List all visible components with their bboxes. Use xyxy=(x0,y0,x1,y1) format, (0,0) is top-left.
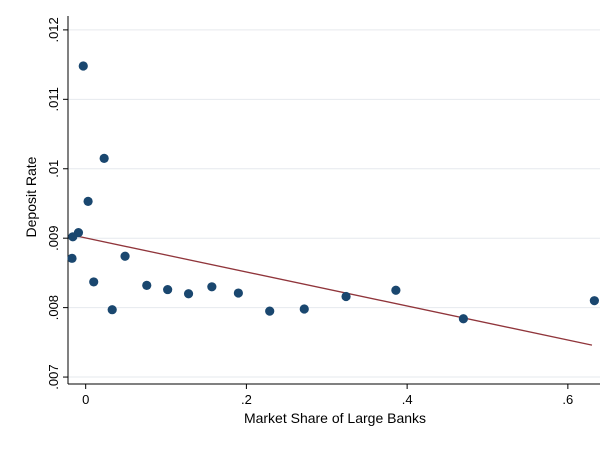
scatter-point xyxy=(78,61,88,71)
x-tick-label: .4 xyxy=(402,392,413,407)
scatter-point xyxy=(68,232,78,242)
x-tick-label: .2 xyxy=(241,392,252,407)
point-layer xyxy=(67,61,599,324)
scatter-point xyxy=(341,291,351,302)
y-tick-label: .011 xyxy=(46,87,61,111)
y-tick-label: .007 xyxy=(46,364,61,389)
x-tick-label: 0 xyxy=(82,392,89,407)
scatter-point xyxy=(183,289,194,299)
scatter-point xyxy=(458,314,468,324)
scatter-point xyxy=(265,306,275,316)
axis-layer: .007 .008 .009 .01 .011 .012 0 .2 .4 .6 xyxy=(46,16,600,407)
x-axis-title: Market Share of Large Banks xyxy=(244,410,426,426)
grid-layer xyxy=(68,29,600,378)
scatter-point xyxy=(207,282,217,292)
scatter-point xyxy=(299,304,309,314)
scatter-point xyxy=(83,196,93,206)
scatter-point xyxy=(99,153,109,163)
scatter-point xyxy=(89,277,99,287)
scatter-point xyxy=(142,280,152,291)
fit-line-layer xyxy=(73,234,593,346)
scatter-point xyxy=(67,253,77,263)
scatter-point xyxy=(391,285,401,295)
y-axis-title: Deposit Rate xyxy=(23,156,39,237)
scatter-point xyxy=(163,284,173,295)
y-tick-label: .009 xyxy=(46,226,61,251)
fitted-line xyxy=(73,234,593,346)
y-tick-label: .012 xyxy=(46,17,61,42)
scatter-point xyxy=(233,288,243,298)
y-tick-label: .008 xyxy=(46,295,61,320)
x-tick-label: .6 xyxy=(562,392,573,407)
scatter-point xyxy=(589,296,599,306)
y-tick-label: .01 xyxy=(46,160,61,178)
scatter-point xyxy=(120,251,130,261)
scatter-point xyxy=(107,305,117,315)
